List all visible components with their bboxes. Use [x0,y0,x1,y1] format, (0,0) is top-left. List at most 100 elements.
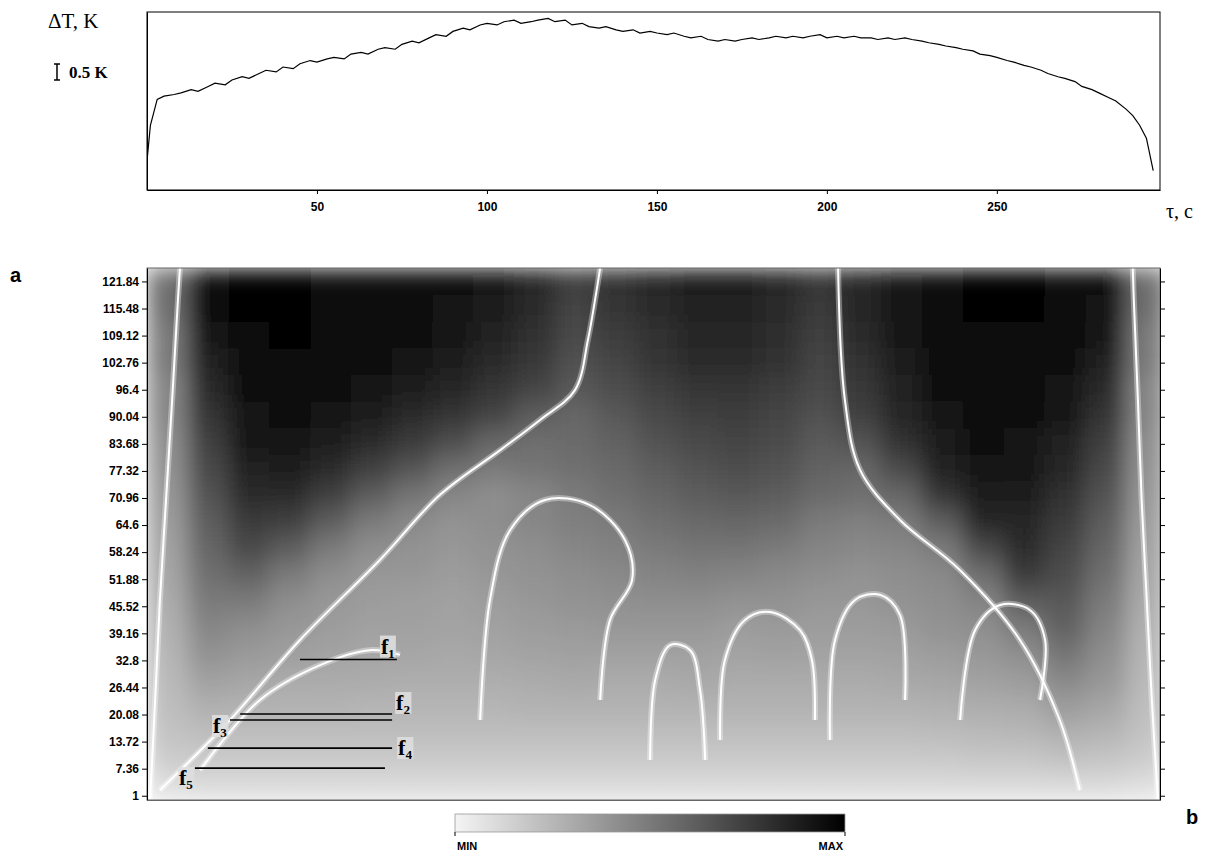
tick-label: 150 [647,200,667,214]
heatmap-cell [351,667,392,694]
heatmap-cell [1126,401,1160,428]
heatmap-cell [922,773,963,800]
heatmap-cell [1044,614,1085,641]
heatmap-cell [677,720,718,747]
heatmap-cell [1085,667,1126,694]
heatmap-cell [800,295,841,322]
heatmap-cell [310,295,351,322]
heatmap-cell [229,773,270,800]
heatmap-cell [718,295,759,322]
heatmap-cell [433,587,474,614]
heatmap-cell [1085,534,1126,561]
heatmap-cell [514,348,555,375]
heatmap-cell [433,534,474,561]
heatmap-cell [718,268,759,295]
axis-line [147,269,148,801]
heatmap-cell [229,561,270,588]
heatmap-cell [677,614,718,641]
heatmap-cell [351,587,392,614]
tick-mark [142,742,147,743]
heatmap-cell [881,694,922,721]
heatmap-cell [188,587,229,614]
heatmap-cell [759,321,800,348]
heatmap-cell [514,321,555,348]
heatmap-cell [147,295,188,322]
tick-mark [1160,390,1165,391]
tick-mark [1160,336,1165,337]
ridge-glow [650,644,705,760]
ridge-glow [480,498,633,720]
heatmap-cell [269,773,310,800]
heatmap-cell [351,401,392,428]
heatmap-cell [1126,587,1160,614]
tick-mark [1160,769,1165,770]
heatmap-cell [514,694,555,721]
heatmap-cell [677,481,718,508]
heatmap-cell [1085,374,1126,401]
heatmap-cell [1085,747,1126,774]
heatmap-cell [1085,454,1126,481]
heatmap-cell [188,481,229,508]
heatmap-cell [922,694,963,721]
annotation-label: f₅ [179,765,193,790]
heatmap-cell [310,694,351,721]
heatmap-cell [759,720,800,747]
heatmap-cell [840,720,881,747]
heatmap-cell [922,428,963,455]
heatmap-cell [922,720,963,747]
heatmap-cell [1044,667,1085,694]
heatmap-cell [188,374,229,401]
heatmap-cell [596,401,637,428]
figure: 50100150200250ΔT, K0.5 Kτ, cf₁f₂f₃f₄f₅17… [0,0,1213,860]
heatmap-cell [800,481,841,508]
heatmap-cell [351,694,392,721]
x-axis: 50100150200250 [148,190,1161,214]
heatmap-cell [881,747,922,774]
heatmap-cell [473,401,514,428]
heatmap-cell [514,667,555,694]
heatmap-cell [963,773,1004,800]
heatmap-cell [147,374,188,401]
heatmap-cells [147,268,1160,800]
heatmap-cell [596,773,637,800]
tick-label: 26.44 [109,681,139,695]
tick-mark [1160,715,1165,716]
heatmap-cell [677,428,718,455]
ridge-line [720,612,815,740]
heatmap-cell [188,614,229,641]
heatmap-cell [800,321,841,348]
heatmap-cell [759,401,800,428]
heatmap-cell [392,454,433,481]
heatmap-cell [514,374,555,401]
heatmap-cell [922,587,963,614]
tick-mark [1160,552,1165,553]
tick: 26.44 [109,681,147,695]
heatmap-cell [1126,640,1160,667]
tick: 39.16 [109,627,147,641]
heatmap-cell [677,268,718,295]
heatmap-cell [963,401,1004,428]
heatmap-cell [392,374,433,401]
ridge-line [150,268,180,800]
tick [1160,552,1165,553]
heatmap-cell [351,454,392,481]
heatmap-cell [188,268,229,295]
heatmap-cell [514,747,555,774]
heatmap-cell [1004,747,1045,774]
heatmap-cell [351,747,392,774]
tick [1160,309,1165,310]
tick-label: 51.88 [109,573,139,587]
heatmap-cell [677,507,718,534]
tick-label: 50 [311,200,325,214]
heatmap-cell [229,374,270,401]
tick-mark [1160,471,1165,472]
heatmap-cell [269,747,310,774]
heatmap-cell [433,507,474,534]
heatmap-cell [433,428,474,455]
heatmap-cell [637,694,678,721]
annotation-line [208,747,392,749]
annotation-line [230,719,392,721]
heatmap-cell [555,640,596,667]
heatmap-cell [1044,587,1085,614]
y-axis-right [1160,269,1165,801]
